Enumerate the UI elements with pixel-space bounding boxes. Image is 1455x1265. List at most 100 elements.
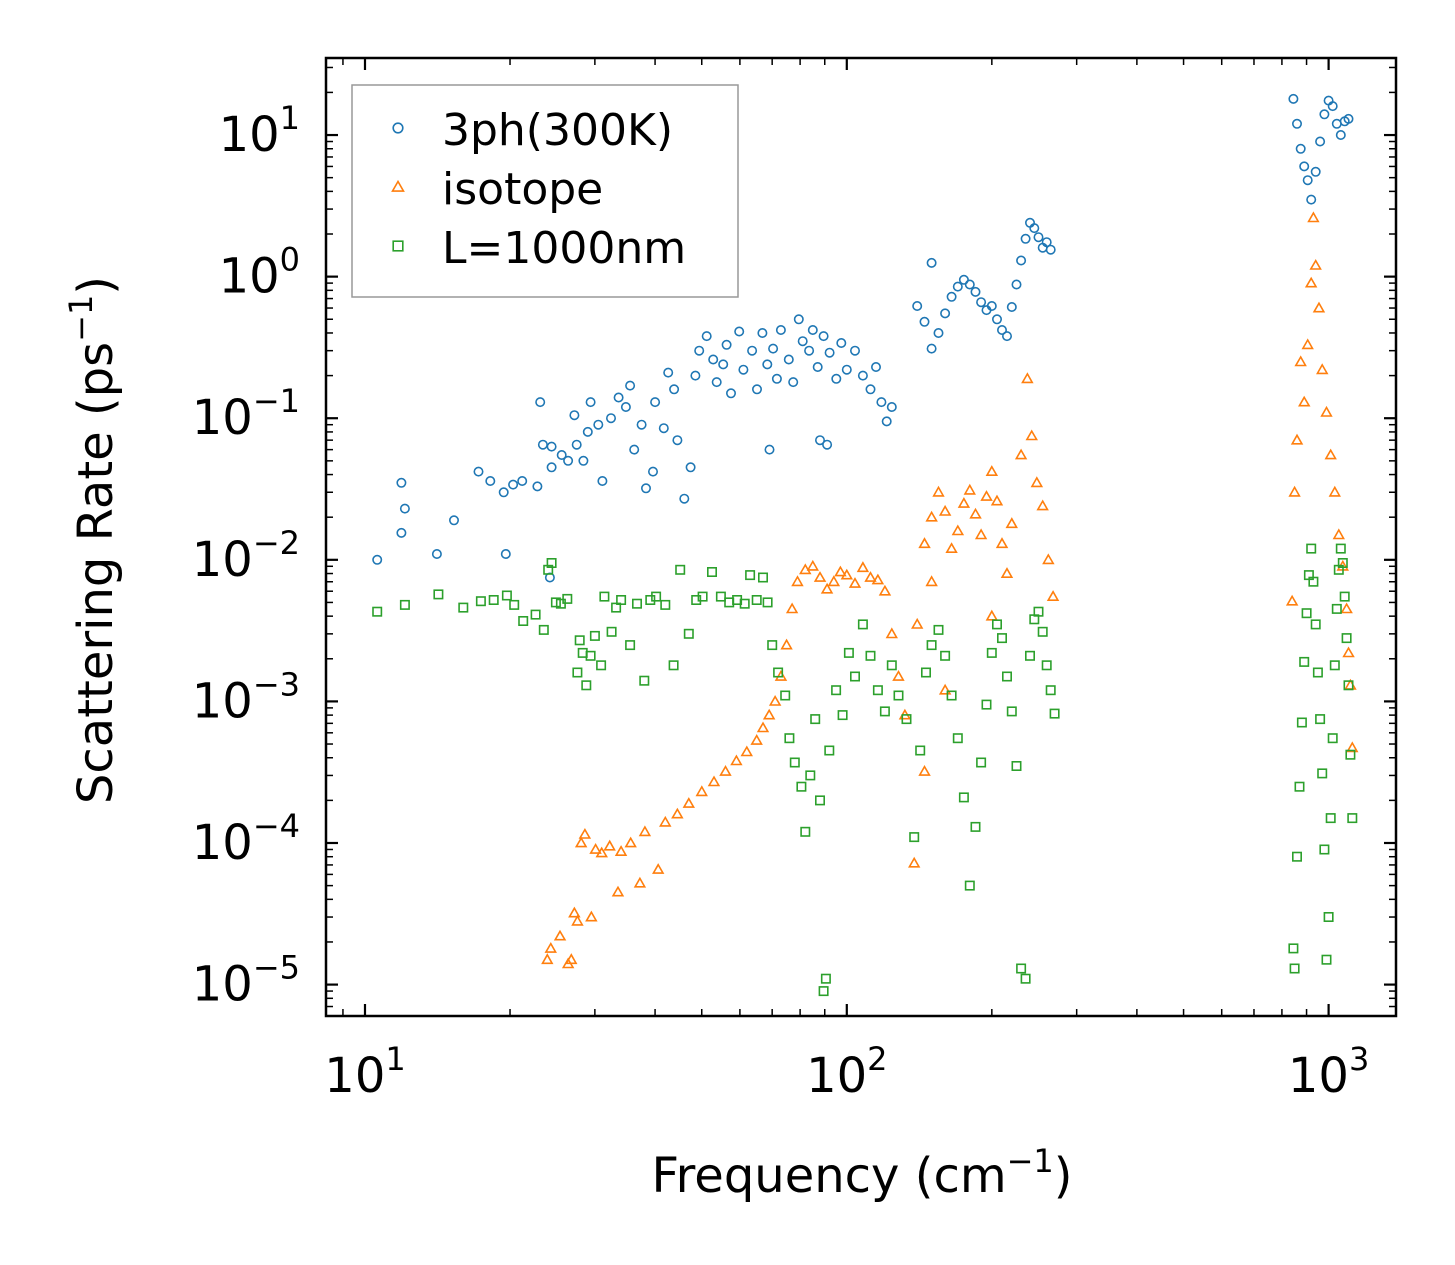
data-point (651, 591, 662, 602)
data-point (530, 609, 541, 620)
data-point (986, 647, 997, 658)
data-point (399, 599, 410, 610)
data-point (775, 324, 786, 335)
data-point (708, 354, 719, 365)
data-point (1014, 448, 1028, 460)
data-point (1046, 590, 1060, 602)
data-point (1309, 259, 1322, 270)
data-point (1337, 557, 1348, 568)
data-point (878, 584, 892, 596)
data-point (625, 640, 636, 651)
data-point (544, 941, 557, 953)
data-point (1288, 943, 1299, 954)
data-point (1315, 714, 1326, 725)
data-point (831, 373, 842, 384)
data-point (631, 598, 642, 609)
data-point (1346, 741, 1359, 753)
data-point (553, 929, 567, 941)
data-point (1036, 499, 1049, 511)
data-point (784, 733, 795, 744)
data-point (871, 573, 885, 585)
data-point (886, 401, 897, 412)
data-point (1294, 355, 1307, 367)
y-axis-label-sup: −1 (62, 295, 100, 342)
x-axis-label-sup: −1 (1007, 1142, 1054, 1180)
data-point (1041, 237, 1052, 248)
data-point (991, 314, 1002, 325)
data-point (788, 377, 799, 388)
data-point (647, 466, 658, 477)
data-point (565, 953, 578, 965)
data-point (707, 775, 721, 787)
data-point (757, 327, 768, 338)
data-point (800, 826, 811, 837)
data-point (818, 331, 829, 342)
data-point (556, 449, 567, 460)
data-point (611, 885, 625, 897)
data-point (546, 441, 557, 452)
data-point (865, 384, 876, 395)
data-point (535, 397, 546, 408)
data-point (767, 640, 778, 651)
data-point (1006, 301, 1017, 312)
data-point (925, 575, 938, 587)
data-point (1345, 749, 1356, 760)
data-point (1011, 279, 1022, 290)
data-point (1301, 608, 1312, 619)
data-point (711, 377, 722, 388)
data-point (672, 435, 683, 446)
data-point (768, 343, 779, 354)
data-point (807, 324, 818, 335)
data-point (399, 503, 410, 514)
plot-frame (324, 56, 1398, 1018)
data-point (918, 764, 931, 776)
data-point (690, 370, 701, 381)
data-point (796, 781, 807, 792)
data-point (1310, 166, 1321, 177)
data-point (639, 675, 650, 686)
data-point (920, 667, 931, 678)
data-point (1289, 963, 1300, 974)
data-point (1331, 603, 1342, 614)
data-point (488, 594, 499, 605)
data-point (725, 388, 736, 399)
data-point (824, 347, 835, 358)
legend-box (351, 84, 739, 298)
data-point (396, 527, 407, 538)
x-axis-label-text: Frequency (cm (651, 1148, 1006, 1204)
data-point (952, 733, 963, 744)
data-point (818, 986, 829, 997)
data-point (771, 373, 782, 384)
data-point (885, 627, 898, 639)
data-point (762, 359, 773, 370)
data-point (1001, 331, 1012, 342)
data-point (740, 745, 753, 757)
data-point (756, 721, 770, 733)
data-point (605, 413, 616, 424)
data-point (571, 439, 582, 450)
data-point (991, 619, 1002, 630)
data-point (925, 510, 938, 522)
data-point (892, 669, 905, 681)
data-point (569, 410, 580, 421)
data-point (1310, 619, 1321, 630)
data-point (908, 856, 921, 868)
data-point (695, 785, 708, 797)
x-tick-label: 102 (806, 1040, 887, 1104)
data-point (614, 845, 628, 857)
data-point (1299, 161, 1310, 172)
data-point (518, 615, 529, 626)
data-point (1294, 781, 1305, 792)
data-point (1288, 485, 1301, 497)
data-point (976, 757, 987, 768)
data-point (836, 337, 847, 348)
data-point (1041, 660, 1052, 671)
data-point (596, 660, 607, 671)
data-point (747, 345, 758, 356)
data-point (585, 397, 596, 408)
data-point (597, 475, 608, 486)
data-point (981, 699, 992, 710)
data-point (734, 326, 745, 337)
data-point (624, 836, 637, 848)
data-point (1006, 706, 1017, 717)
